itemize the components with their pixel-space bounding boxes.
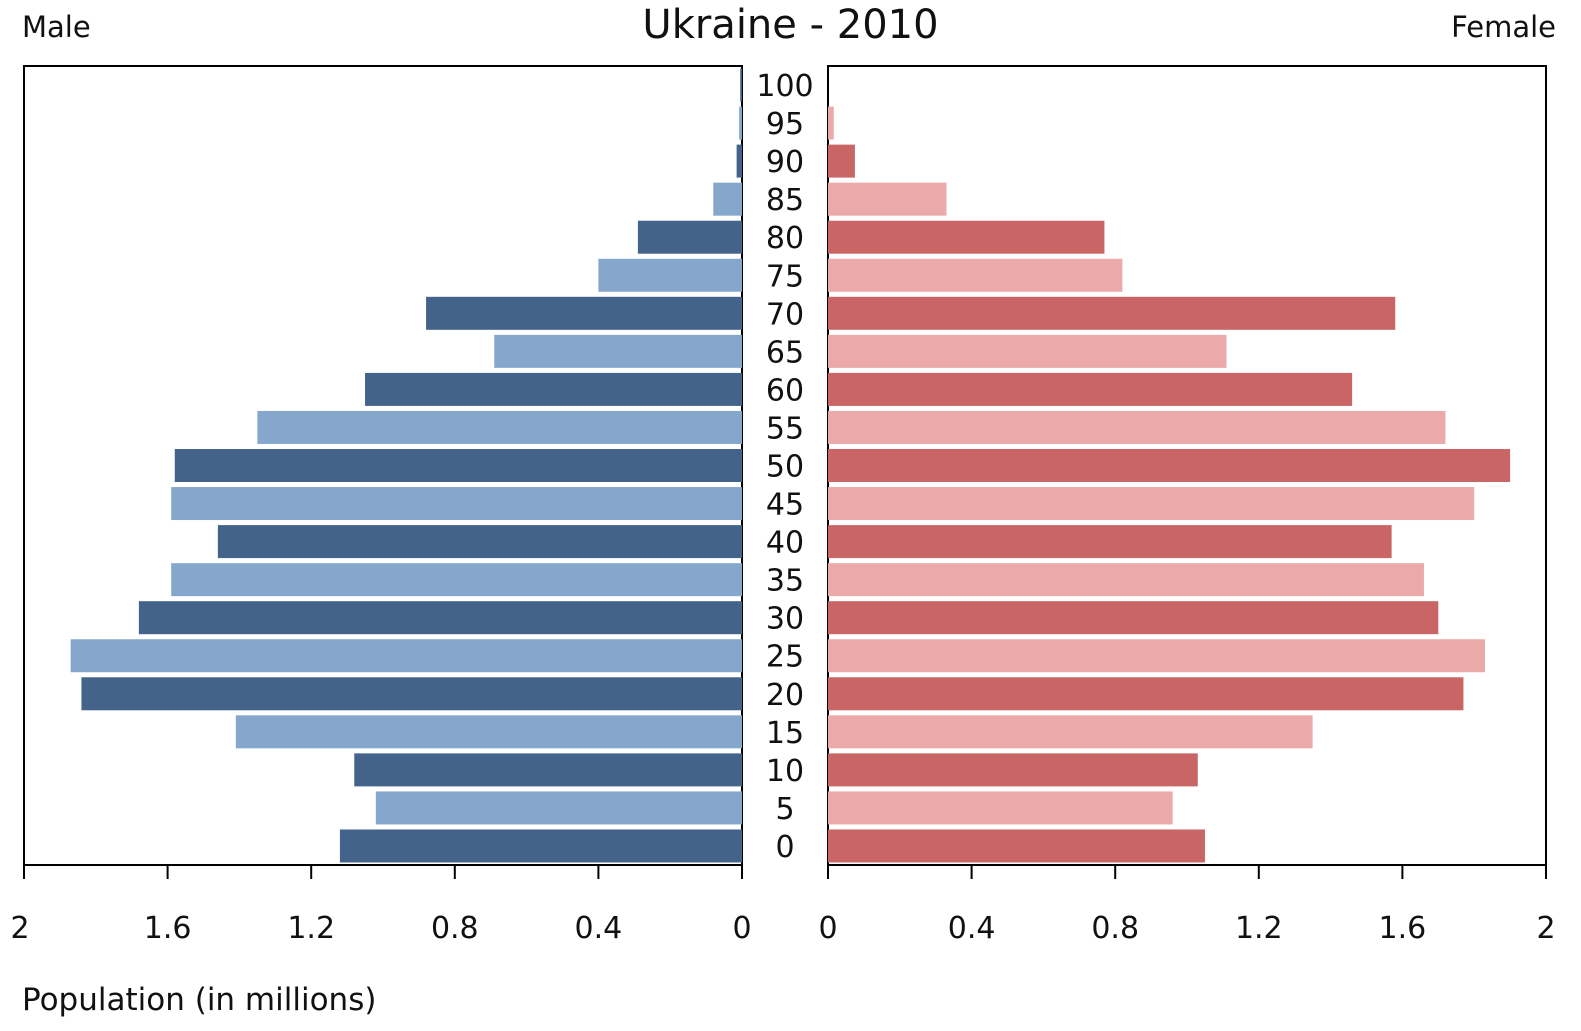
male-bar-60	[365, 372, 742, 406]
age-label-65: 65	[766, 335, 804, 370]
male-bar-25	[70, 639, 743, 673]
male-bar-100	[740, 68, 742, 102]
female-bar-50	[828, 449, 1511, 482]
age-label-100: 100	[756, 69, 813, 104]
female-bar-30	[828, 601, 1439, 635]
female-x-tick-label: 0	[818, 911, 837, 946]
male-x-tick-label: 0.4	[575, 911, 623, 946]
female-bar-70	[828, 296, 1396, 330]
male-bar-30	[138, 601, 742, 635]
age-label-10: 10	[766, 754, 804, 789]
female-bar-25	[828, 639, 1485, 673]
age-label-5: 5	[775, 792, 794, 827]
male-bar-40	[217, 525, 743, 559]
female-x-tick-label: 2	[1536, 911, 1555, 946]
female-bar-65	[828, 334, 1227, 368]
female-bar-5	[828, 791, 1173, 825]
female-bar-85	[828, 182, 947, 216]
male-bar-20	[81, 677, 742, 711]
x-axis-label: Population (in millions)	[22, 982, 377, 1018]
male-bar-45	[171, 487, 742, 521]
male-bar-35	[171, 563, 742, 597]
female-bar-0	[828, 829, 1205, 863]
female-bar-80	[828, 220, 1105, 254]
female-bar-35	[828, 563, 1424, 597]
age-label-70: 70	[766, 297, 804, 332]
male-bar-50	[174, 449, 742, 482]
age-label-40: 40	[766, 526, 804, 561]
age-label-95: 95	[766, 107, 804, 142]
male-x-tick-label: 2	[10, 911, 29, 946]
male-bar-65	[494, 334, 742, 368]
female-bar-40	[828, 525, 1392, 559]
male-bar-10	[354, 753, 742, 787]
age-label-25: 25	[766, 640, 804, 675]
female-x-tick-label: 1.6	[1379, 911, 1427, 946]
age-label-20: 20	[766, 678, 804, 713]
male-bar-80	[637, 220, 742, 254]
age-label-45: 45	[766, 488, 804, 523]
male-bar-0	[339, 829, 742, 863]
age-label-55: 55	[766, 411, 804, 446]
male-bar-55	[257, 410, 742, 444]
age-label-15: 15	[766, 716, 804, 751]
female-panel-label: Female	[1451, 10, 1556, 44]
male-bar-70	[426, 296, 742, 330]
male-bar-90	[736, 144, 742, 178]
male-bar-85	[713, 182, 742, 216]
male-x-tick-label: 0.8	[431, 911, 479, 946]
age-label-75: 75	[766, 259, 804, 294]
male-bar-15	[235, 715, 742, 749]
age-label-35: 35	[766, 564, 804, 599]
age-label-80: 80	[766, 221, 804, 256]
age-label-0: 0	[775, 830, 794, 865]
female-bar-45	[828, 487, 1475, 521]
male-bar-5	[375, 791, 742, 825]
age-label-30: 30	[766, 602, 804, 637]
female-bar-95	[828, 106, 834, 140]
female-bar-75	[828, 258, 1123, 292]
female-bar-55	[828, 410, 1446, 444]
female-bar-90	[828, 144, 855, 178]
female-x-tick-label: 1.2	[1235, 911, 1283, 946]
female-bar-20	[828, 677, 1464, 711]
age-label-60: 60	[766, 373, 804, 408]
male-x-tick-label: 1.6	[144, 911, 192, 946]
chart-title: Ukraine - 2010	[642, 2, 939, 48]
female-bar-10	[828, 753, 1198, 787]
age-label-85: 85	[766, 183, 804, 218]
male-x-tick-label: 0	[732, 911, 751, 946]
female-x-tick-label: 0.8	[1091, 911, 1139, 946]
male-bar-75	[598, 258, 742, 292]
female-x-tick-label: 0.4	[948, 911, 996, 946]
male-x-tick-label: 1.2	[287, 911, 335, 946]
male-panel-label: Male	[22, 10, 91, 44]
age-label-50: 50	[766, 450, 804, 485]
female-bar-60	[828, 372, 1353, 406]
male-bar-95	[739, 106, 742, 140]
age-label-90: 90	[766, 145, 804, 180]
female-bar-15	[828, 715, 1313, 749]
